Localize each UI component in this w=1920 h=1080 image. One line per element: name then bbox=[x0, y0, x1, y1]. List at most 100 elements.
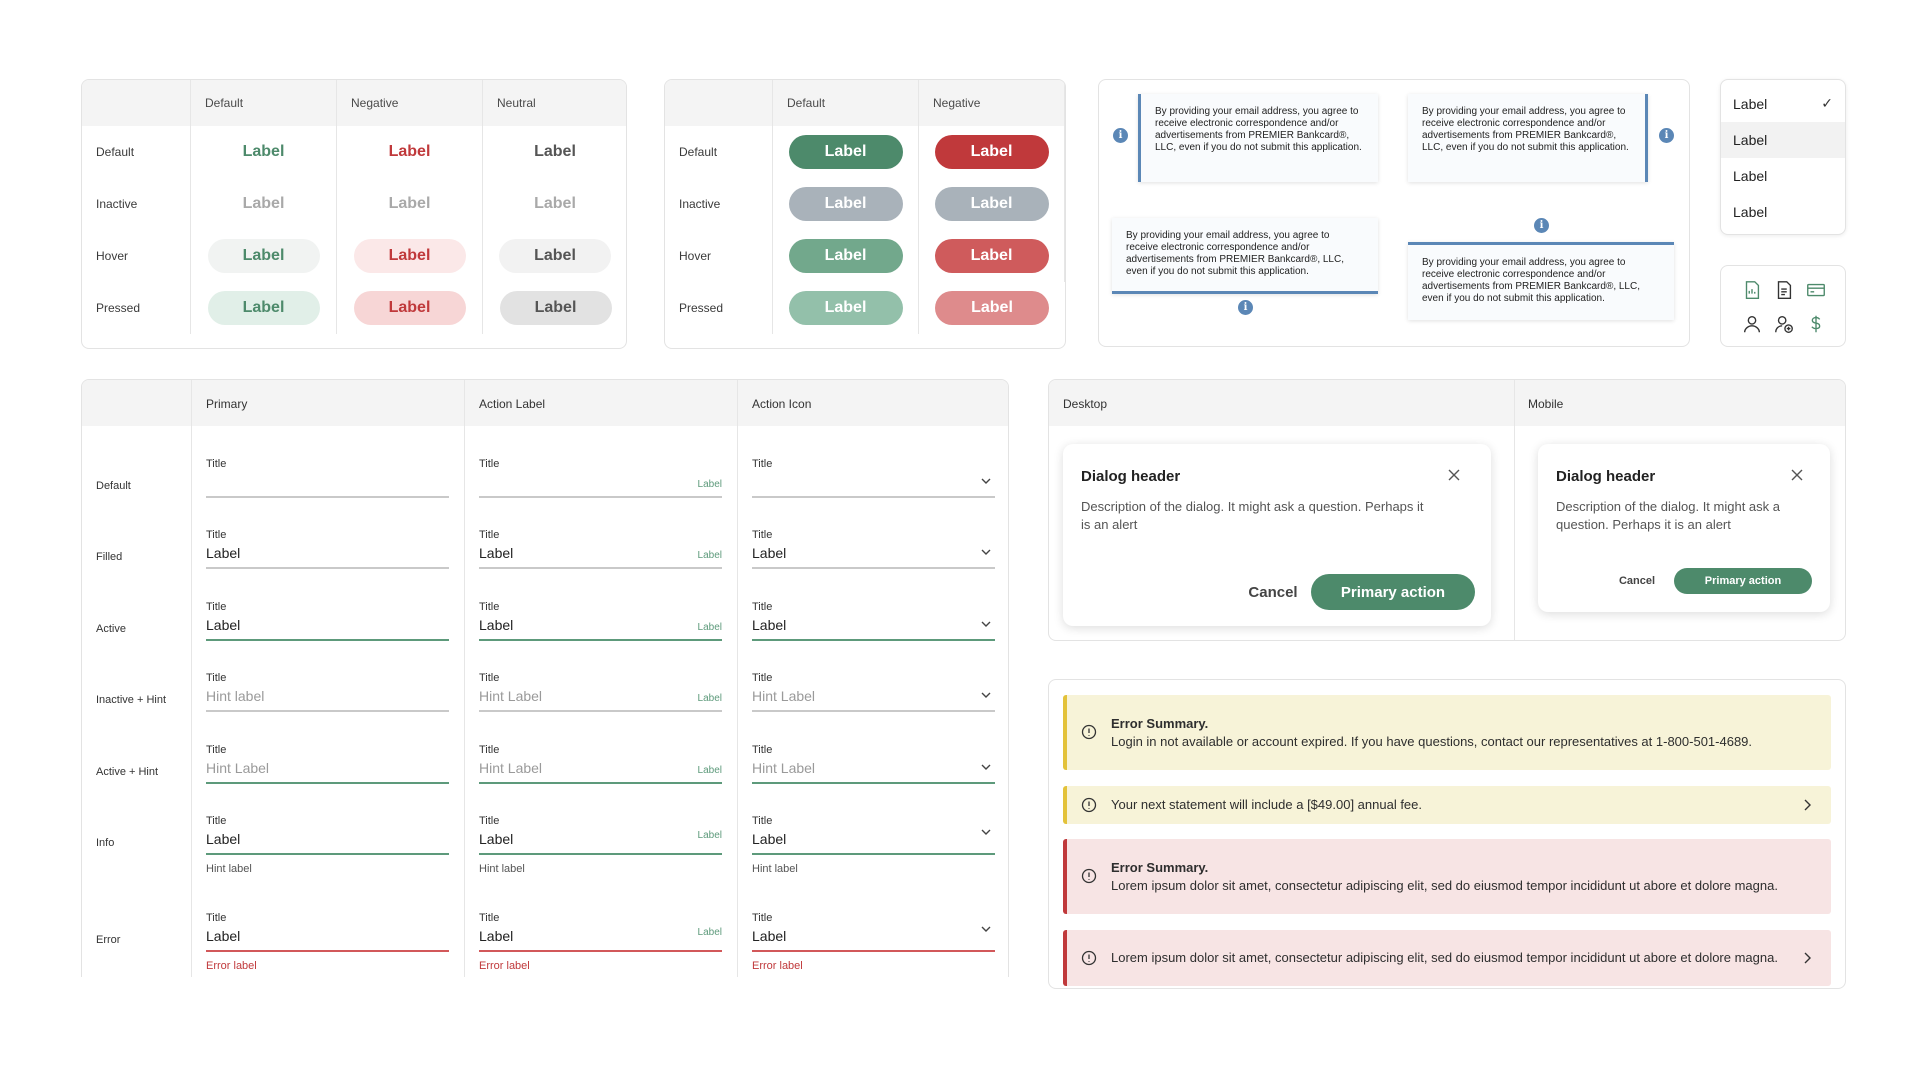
cancel-button[interactable]: Cancel bbox=[1248, 583, 1298, 601]
select-field-default[interactable]: Title bbox=[752, 458, 995, 498]
text-field-info[interactable]: Title Label Hint label bbox=[206, 815, 449, 875]
dropdown-item-label: Label bbox=[1733, 96, 1768, 112]
field-underline bbox=[206, 496, 449, 498]
filled-button-negative[interactable]: Label bbox=[934, 135, 1049, 169]
text-field-filled[interactable]: Title Label bbox=[206, 529, 449, 569]
dialogs-panel: Desktop Mobile Dialog header Description… bbox=[1048, 379, 1846, 641]
chevron-right-icon[interactable] bbox=[1799, 950, 1815, 966]
field-action-label[interactable]: Label bbox=[697, 693, 722, 704]
action-label-field-filled[interactable]: Title Label Label bbox=[479, 529, 722, 569]
text-field-active[interactable]: Title Label bbox=[206, 601, 449, 641]
text-field-default[interactable]: Title bbox=[206, 458, 449, 498]
text-button-default-hover[interactable]: Label bbox=[207, 239, 320, 273]
chevron-down-icon[interactable] bbox=[979, 922, 993, 936]
field-title: Title bbox=[479, 744, 500, 756]
field-error: Error label bbox=[479, 960, 530, 972]
filled-button-negative-hover[interactable]: Label bbox=[934, 239, 1049, 273]
text-button-negative-inactive: Label bbox=[388, 195, 431, 212]
text-button-default-inactive: Label bbox=[242, 195, 285, 212]
select-field-inactive-hint[interactable]: Title Hint Label bbox=[752, 672, 995, 712]
alert-warning-link[interactable]: Your next statement will include a [$49.… bbox=[1063, 786, 1831, 824]
filled-button-default-hover[interactable]: Label bbox=[788, 239, 903, 273]
field-action-label[interactable]: Label bbox=[697, 622, 722, 633]
dropdown-item-selected[interactable]: Label ✓ bbox=[1721, 86, 1845, 122]
text-field-active-hint[interactable]: Title Hint Label bbox=[206, 744, 449, 784]
chevron-down-icon[interactable] bbox=[979, 545, 993, 559]
primary-action-button[interactable]: Primary action bbox=[1311, 574, 1475, 610]
dropdown-item[interactable]: Label bbox=[1721, 158, 1845, 194]
info-icon[interactable]: i bbox=[1534, 218, 1549, 233]
dropdown-item[interactable]: Label bbox=[1721, 194, 1845, 230]
field-action-label[interactable]: Label bbox=[697, 765, 722, 776]
row-label: Default bbox=[665, 126, 773, 178]
text-button-negative-hover[interactable]: Label bbox=[353, 239, 466, 273]
field-action-label[interactable]: Label bbox=[697, 830, 722, 841]
text-button-neutral-inactive: Label bbox=[534, 195, 576, 212]
col-header: Negative bbox=[919, 80, 1065, 126]
select-field-active[interactable]: Title Label bbox=[752, 601, 995, 641]
alert-circle-icon bbox=[1081, 868, 1097, 884]
close-icon[interactable] bbox=[1447, 468, 1461, 482]
col-header: Primary bbox=[206, 397, 248, 411]
dropdown-item-hover[interactable]: Label bbox=[1721, 122, 1845, 158]
action-label-field-error[interactable]: Title Label Error label Label bbox=[479, 912, 722, 972]
chevron-down-icon[interactable] bbox=[979, 474, 993, 488]
field-action-label[interactable]: Label bbox=[697, 479, 722, 490]
field-action-label[interactable]: Label bbox=[697, 550, 722, 561]
action-label-field-inactive-hint[interactable]: Title Hint Label Label bbox=[479, 672, 722, 712]
alert-message: Your next statement will include a [$49.… bbox=[1111, 797, 1423, 812]
row-label: Default bbox=[96, 480, 131, 492]
info-icon[interactable]: i bbox=[1113, 128, 1128, 143]
text-field-error[interactable]: Title Label Error label bbox=[206, 912, 449, 972]
filled-button-negative-inactive: Label bbox=[934, 187, 1049, 221]
chevron-down-icon[interactable] bbox=[979, 825, 993, 839]
chevron-right-icon[interactable] bbox=[1799, 797, 1815, 813]
info-icon[interactable]: i bbox=[1659, 128, 1674, 143]
info-icon[interactable]: i bbox=[1238, 300, 1253, 315]
select-field-error[interactable]: Title Label Error label bbox=[752, 912, 995, 972]
action-label-field-active-hint[interactable]: Title Hint Label Label bbox=[479, 744, 722, 784]
text-field-inactive-hint[interactable]: Title Hint label bbox=[206, 672, 449, 712]
field-title: Title bbox=[206, 529, 227, 541]
field-title: Title bbox=[752, 601, 773, 613]
text-button-default[interactable]: Label bbox=[242, 143, 285, 160]
field-value: Label bbox=[752, 617, 787, 633]
row-label: Pressed bbox=[665, 282, 773, 334]
field-underline bbox=[479, 567, 722, 569]
chevron-down-icon[interactable] bbox=[979, 617, 993, 631]
text-button-negative[interactable]: Label bbox=[388, 143, 431, 160]
filled-button-negative-pressed[interactable]: Label bbox=[935, 291, 1049, 325]
action-label-field-active[interactable]: Title Label Label bbox=[479, 601, 722, 641]
close-icon[interactable] bbox=[1790, 468, 1804, 482]
select-field-filled[interactable]: Title Label bbox=[752, 529, 995, 569]
select-field-info[interactable]: Title Label Hint label bbox=[752, 815, 995, 875]
table-header bbox=[1049, 380, 1845, 426]
text-button-neutral-hover[interactable]: Label bbox=[499, 239, 611, 273]
field-placeholder: Hint Label bbox=[206, 760, 270, 776]
field-placeholder: Hint Label bbox=[752, 688, 816, 704]
primary-action-button[interactable]: Primary action bbox=[1674, 568, 1812, 594]
action-label-field-info[interactable]: Title Label Hint label Label bbox=[479, 815, 722, 875]
alert-error-link[interactable]: Lorem ipsum dolor sit amet, consectetur … bbox=[1063, 930, 1831, 986]
icon-set bbox=[1720, 265, 1846, 347]
filled-button-default-pressed[interactable]: Label bbox=[788, 291, 903, 325]
col-header: Neutral bbox=[483, 80, 626, 126]
col-header: Action Label bbox=[479, 397, 546, 411]
text-button-default-pressed[interactable]: Label bbox=[207, 291, 320, 325]
col-header: Negative bbox=[337, 80, 483, 126]
document-chart-icon bbox=[1745, 281, 1760, 299]
text-button-neutral[interactable]: Label bbox=[534, 143, 576, 160]
chevron-down-icon[interactable] bbox=[979, 760, 993, 774]
row-label: Hover bbox=[665, 230, 773, 282]
cancel-button[interactable]: Cancel bbox=[1618, 575, 1656, 587]
action-label-field-default[interactable]: Title Label bbox=[479, 458, 722, 498]
select-field-active-hint[interactable]: Title Hint Label bbox=[752, 744, 995, 784]
text-button-negative-pressed[interactable]: Label bbox=[353, 291, 466, 325]
field-value bbox=[752, 474, 995, 492]
tooltips-panel: By providing your email address, you agr… bbox=[1098, 79, 1690, 347]
text-button-neutral-pressed[interactable]: Label bbox=[499, 291, 612, 325]
field-action-label[interactable]: Label bbox=[697, 927, 722, 938]
filled-button-default[interactable]: Label bbox=[788, 135, 903, 169]
chevron-down-icon[interactable] bbox=[979, 688, 993, 702]
field-title: Title bbox=[479, 458, 500, 470]
